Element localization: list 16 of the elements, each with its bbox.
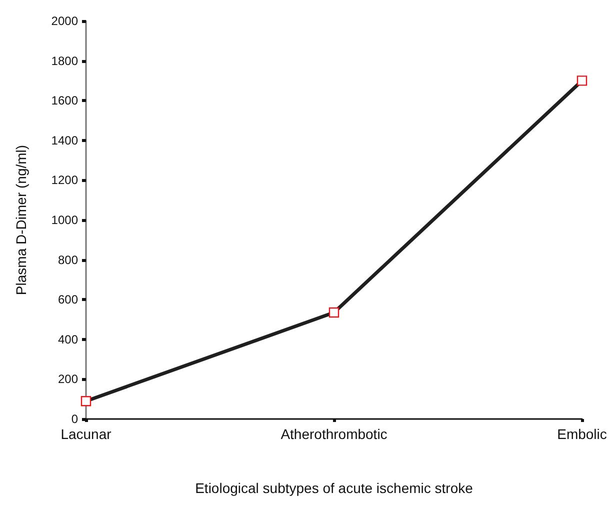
x-tick-label: Lacunar — [60, 426, 112, 442]
y-tick-label: 1000 — [51, 213, 78, 227]
y-tick-label: 800 — [58, 252, 78, 267]
y-tick-label: 400 — [58, 332, 78, 346]
x-tick-label: Embolic — [557, 426, 607, 442]
y-tick-label: 1600 — [51, 94, 78, 108]
x-axis-title: Etiological subtypes of acute ischemic stroke — [195, 480, 474, 496]
y-tick-label: 600 — [58, 292, 78, 307]
y-tick-label: 1200 — [51, 173, 78, 188]
y-tick-label: 0 — [71, 412, 78, 426]
y-axis-title: Plasma D-Dimer (ng/ml) — [13, 144, 29, 296]
y-tick-label: 1400 — [51, 133, 78, 148]
y-tick-label: 1800 — [51, 54, 78, 68]
y-tick-label: 200 — [58, 372, 78, 386]
x-tick-label: Atherothrombotic — [280, 426, 388, 442]
y-tick-label: 2000 — [51, 14, 78, 28]
